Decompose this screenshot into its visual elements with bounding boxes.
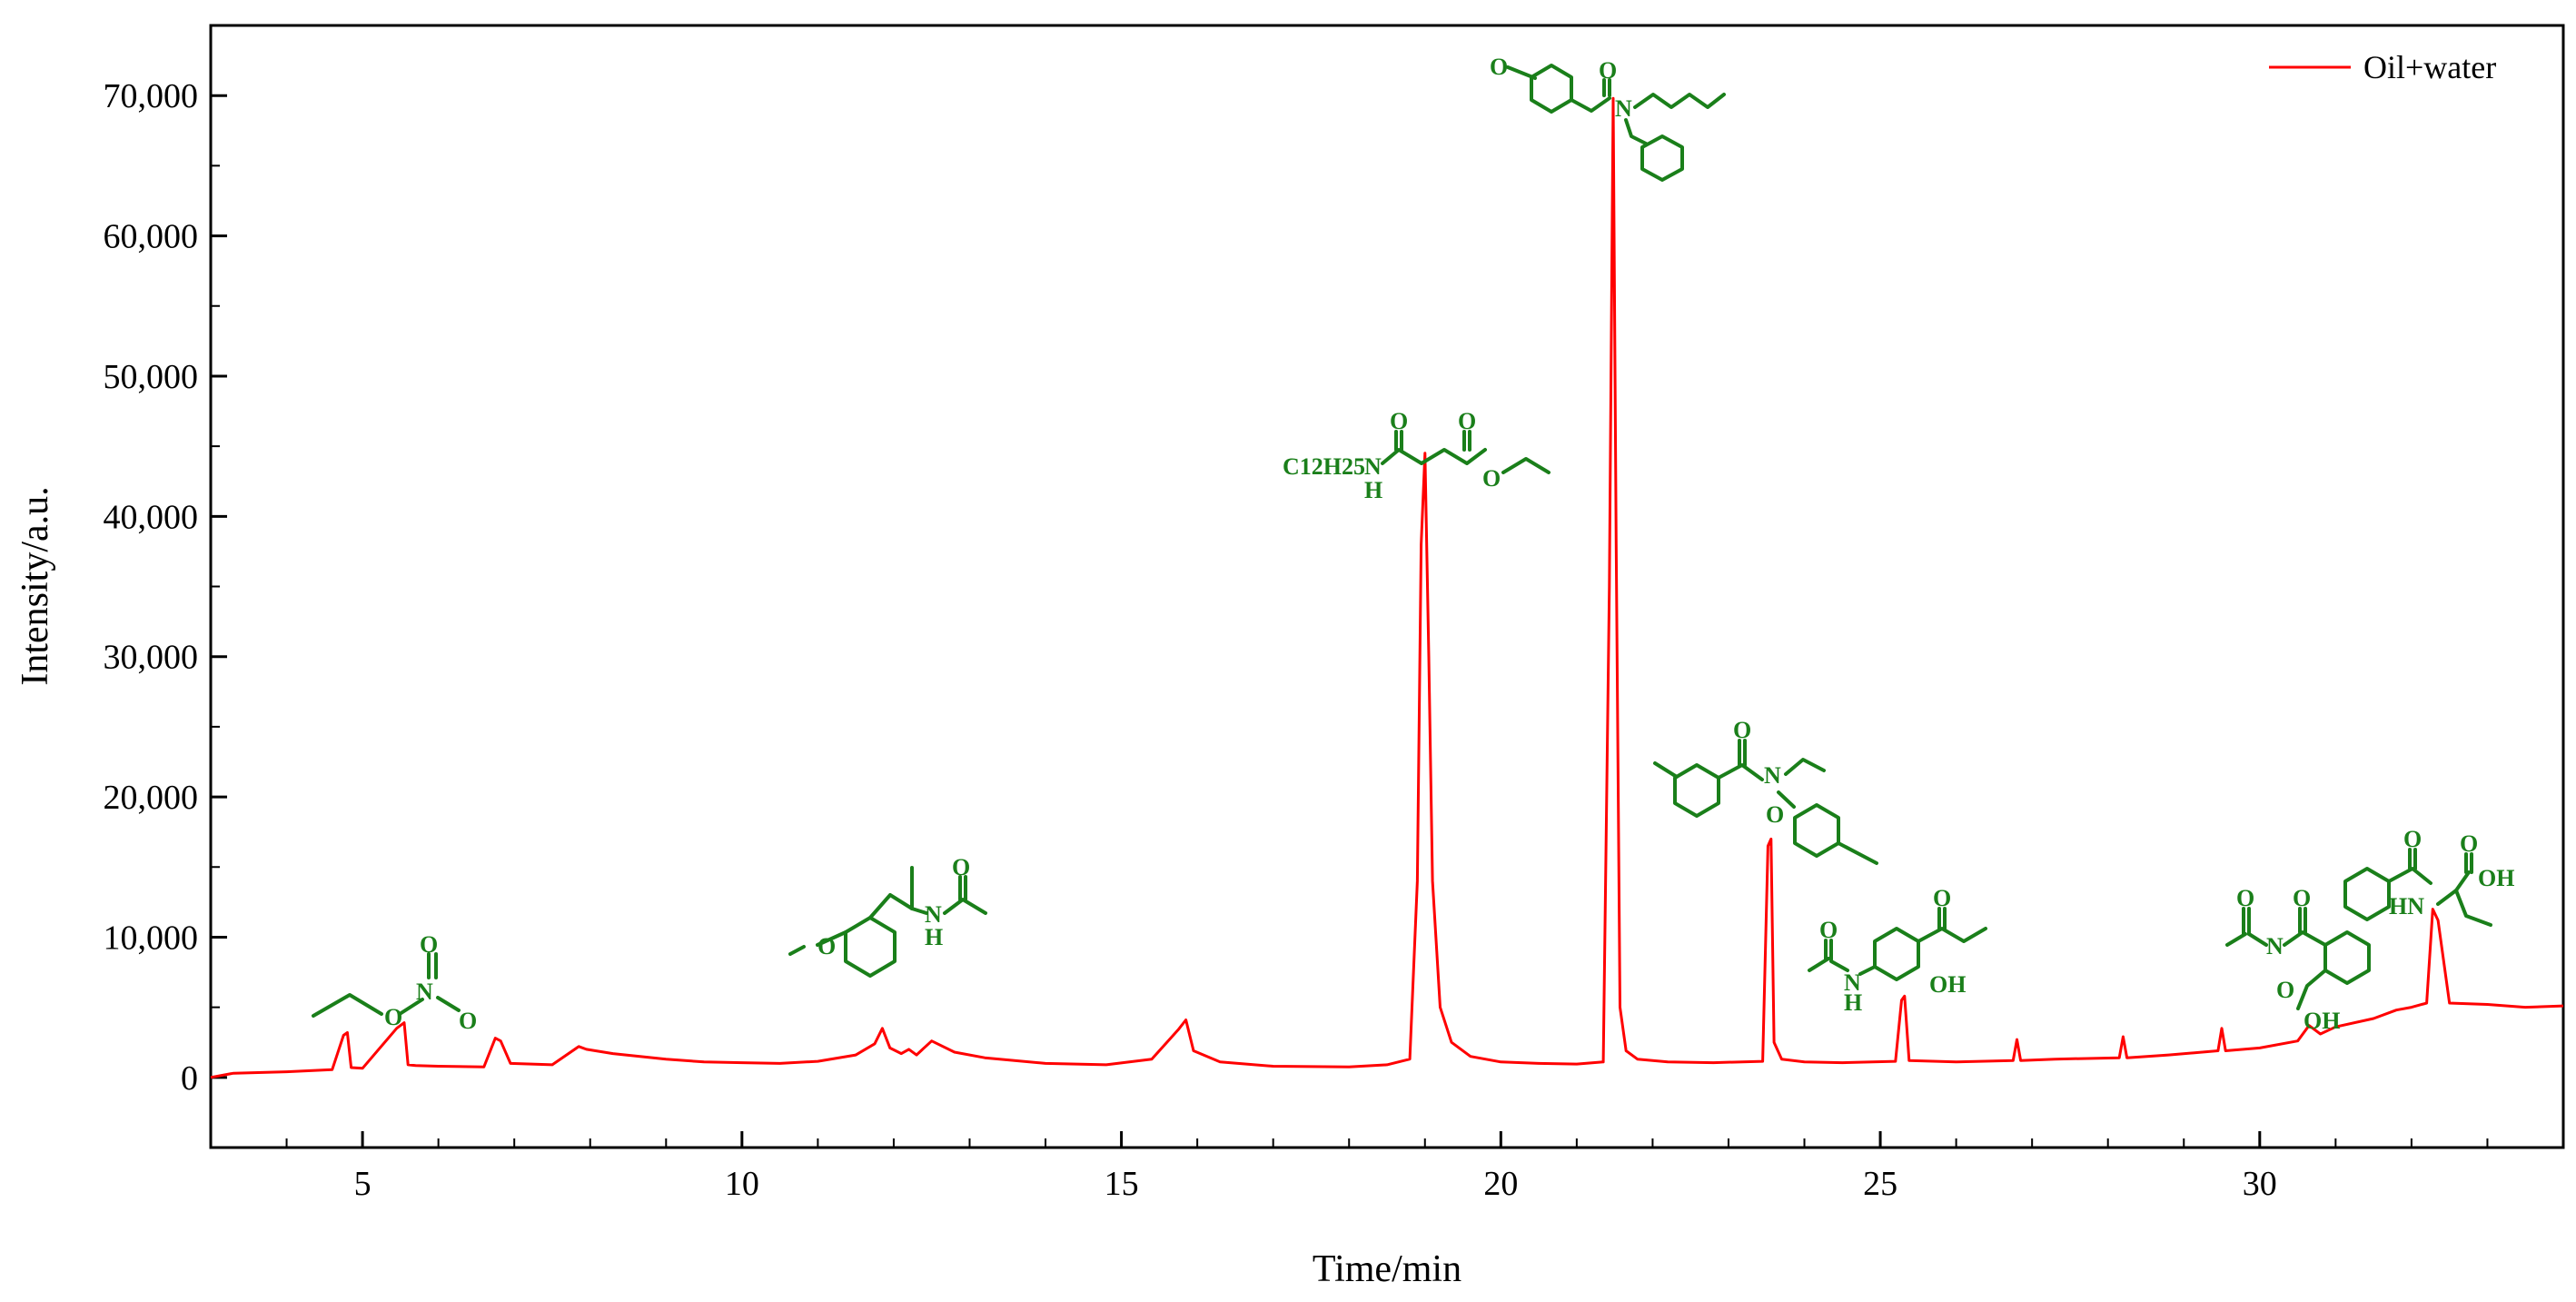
svg-text:O: O: [1490, 54, 1508, 80]
y-tick-label: 70,000: [104, 77, 199, 115]
x-tick-label: 20: [1483, 1165, 1518, 1203]
x-tick-label: 25: [1863, 1165, 1897, 1203]
y-axis-ticks: 0 10,000 20,000 30,000 40,000 50,000 60,000 70,…: [104, 77, 227, 1098]
svg-text:O: O: [1599, 57, 1617, 84]
svg-text:O: O: [2460, 830, 2478, 857]
svg-text:C12H25: C12H25: [1283, 453, 1365, 480]
structure-peak-21min: O O N: [1490, 54, 1726, 182]
svg-text:OH: OH: [2304, 1008, 2340, 1034]
svg-text:N: N: [1764, 762, 1781, 789]
svg-text:O: O: [817, 933, 836, 959]
svg-text:N: N: [925, 901, 942, 928]
x-axis-title: Time/min: [1313, 1248, 1461, 1290]
svg-text:N: N: [416, 979, 433, 1005]
structure-peak-12min: O N H O: [788, 854, 987, 978]
svg-text:H: H: [1364, 477, 1382, 503]
series-layer: [210, 96, 2564, 1079]
svg-text:OH: OH: [2478, 865, 2514, 891]
svg-text:N: N: [2266, 933, 2284, 959]
svg-text:N: N: [1615, 95, 1632, 122]
y-tick-label: 20,000: [104, 779, 199, 817]
legend: Oil+water: [2269, 49, 2496, 85]
svg-text:N: N: [1364, 453, 1382, 480]
svg-text:O: O: [420, 931, 438, 958]
svg-text:O: O: [1766, 801, 1784, 828]
x-tick-label: 10: [725, 1165, 759, 1203]
svg-text:O: O: [384, 1004, 402, 1030]
svg-text:O: O: [1733, 717, 1751, 743]
svg-text:O: O: [1933, 885, 1951, 911]
series-line-oil-water: [210, 96, 2564, 1079]
svg-text:O: O: [2236, 885, 2254, 911]
svg-text:OH: OH: [1929, 971, 1966, 998]
structure-peak-19min: C12H25 N H O O O: [1283, 408, 1551, 503]
x-tick-label: 30: [2243, 1165, 2277, 1203]
svg-text:H: H: [1844, 989, 1862, 1016]
svg-text:O: O: [2293, 885, 2311, 911]
y-tick-label: 10,000: [104, 919, 199, 957]
svg-text:O: O: [1819, 917, 1838, 943]
structure-peak-30min: O N O O OH: [2225, 885, 2371, 1034]
structure-peak-5min: O N O O: [312, 931, 477, 1034]
svg-text:O: O: [952, 854, 970, 880]
svg-text:O: O: [1390, 408, 1408, 434]
svg-text:O: O: [459, 1008, 477, 1034]
svg-text:H: H: [925, 924, 943, 950]
x-tick-label: 15: [1105, 1165, 1139, 1203]
y-tick-label: 50,000: [104, 358, 199, 396]
legend-label-oil-water: Oil+water: [2363, 49, 2496, 85]
svg-text:O: O: [2276, 977, 2294, 1003]
y-tick-label: 0: [181, 1059, 198, 1098]
structure-peak-25min: O N H OH O: [1808, 885, 1987, 1016]
structure-peak-23min: O N O: [1653, 717, 1878, 865]
svg-text:HN: HN: [2389, 893, 2424, 919]
structure-peak-32min: O HN O OH: [2343, 826, 2514, 927]
svg-text:O: O: [1458, 408, 1476, 434]
x-axis-ticks: 5 10 15 20 25 30: [285, 1131, 2489, 1203]
svg-text:N: N: [1844, 969, 1861, 996]
y-tick-label: 60,000: [104, 218, 199, 256]
x-tick-label: 5: [354, 1165, 372, 1203]
svg-text:O: O: [2403, 826, 2422, 852]
svg-text:O: O: [1482, 465, 1501, 492]
y-axis-title: Intensity/a.u.: [15, 486, 56, 685]
y-tick-label: 30,000: [104, 639, 199, 677]
plot-frame: [209, 24, 2565, 1149]
y-tick-label: 40,000: [104, 498, 199, 536]
